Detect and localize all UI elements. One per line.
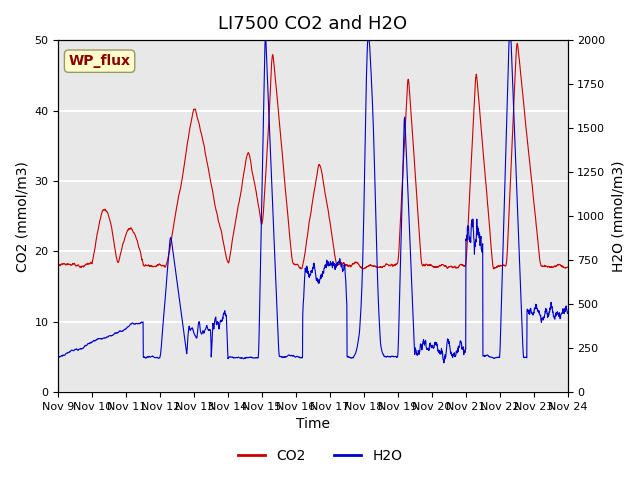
Text: WP_flux: WP_flux xyxy=(68,54,131,68)
Y-axis label: H2O (mmol/m3): H2O (mmol/m3) xyxy=(611,160,625,272)
Legend: CO2, H2O: CO2, H2O xyxy=(232,443,408,468)
X-axis label: Time: Time xyxy=(296,418,330,432)
Y-axis label: CO2 (mmol/m3): CO2 (mmol/m3) xyxy=(15,161,29,272)
Title: LI7500 CO2 and H2O: LI7500 CO2 and H2O xyxy=(218,15,408,33)
